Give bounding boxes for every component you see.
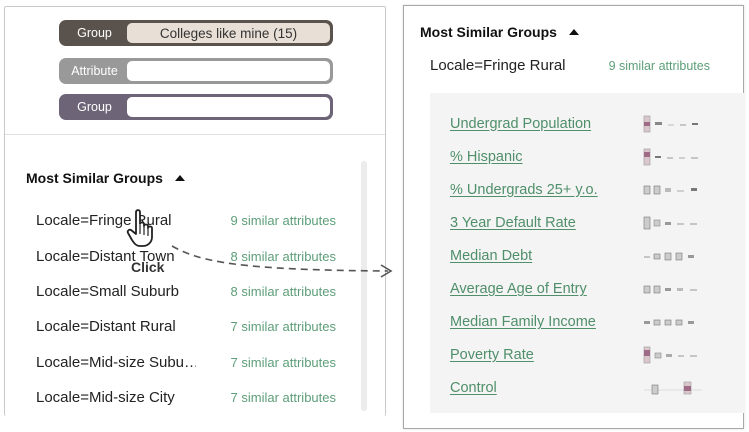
filter-panel: Group Colleges like mine (15) Attribute … [4,6,386,416]
divider [5,134,385,135]
attribute-filter-input[interactable] [127,61,330,81]
attribute-row: Undergrad Population [450,107,740,140]
similar-count: 9 similar attributes [608,59,710,73]
second-group-filter-row[interactable]: Group [59,94,333,120]
attribute-link[interactable]: Control [450,380,497,397]
list-item[interactable]: Locale=Distant Rural 7 similar attribute… [36,309,336,344]
attribute-link[interactable]: Average Age of Entry [450,281,587,298]
attribute-row: % Hispanic [450,140,740,173]
group-list: Locale=Fringe Rural 9 similar attributes… [36,203,336,415]
group-tag-2: Group [77,100,112,114]
selected-group-name: Locale=Fringe Rural [430,57,566,74]
group-detail-panel: Most Similar Groups Locale=Fringe Rural … [403,5,745,429]
mini-distribution-icon [643,148,698,165]
group-filter-value[interactable]: Colleges like mine (15) [127,23,330,43]
mini-distribution-icon [644,252,694,261]
group-name: Locale=Mid-size City [36,389,175,407]
attribute-row: Median Debt [450,239,740,272]
attribute-link[interactable]: % Hispanic [450,148,523,165]
list-item[interactable]: Locale=Small Suburb 8 similar attributes [36,274,336,309]
second-group-filter-input[interactable] [127,97,330,117]
similar-count: 9 similar attributes [230,213,336,229]
group-name: Locale=Fringe Rural [36,212,172,230]
group-name: Locale=Small Suburb [36,282,180,300]
attribute-link[interactable]: Median Family Income [450,314,596,331]
similar-count: 7 similar attributes [230,390,336,406]
selected-group-row: Locale=Fringe Rural 9 similar attributes [430,57,710,74]
list-item[interactable]: Locale=Mid-size Subu… 7 similar attribut… [36,345,336,380]
list-item[interactable]: Locale=Fringe Rural 9 similar attributes [36,203,336,238]
mini-distribution-icon [643,346,697,364]
attribute-box: Undergrad Population % Hispanic % Underg… [430,93,745,413]
attribute-link[interactable]: 3 Year Default Rate [450,214,576,231]
group-tag: Group [77,26,112,40]
list-item[interactable]: Locale=Mid-size City 7 similar attribute… [36,380,336,415]
attribute-row: Poverty Rate [450,339,740,372]
section-title: Most Similar Groups [420,24,557,40]
list-item[interactable]: Locale=Distant Town 8 similar attributes [36,238,336,273]
attribute-row: 3 Year Default Rate [450,206,740,239]
attribute-row: % Undergrads 25+ y.o. [450,173,740,206]
similar-count: 7 similar attributes [230,319,336,335]
attribute-row: Average Age of Entry [450,272,740,305]
mini-distribution-icon [643,216,697,230]
attribute-link[interactable]: Median Debt [450,247,533,264]
attribute-row: Median Family Income [450,306,740,339]
detail-header[interactable]: Most Similar Groups [420,24,579,40]
hand-cursor-icon [126,209,153,247]
mini-distribution-icon [644,381,702,395]
mini-distribution-icon [643,115,698,132]
attribute-tag: Attribute [71,64,118,78]
similar-count: 8 similar attributes [230,248,336,264]
mini-distribution-icon [643,285,697,294]
group-name: Locale=Distant Rural [36,318,176,336]
caret-up-icon[interactable] [568,29,579,35]
mini-distribution-icon [643,185,697,195]
group-name: Locale=Mid-size Subu… [36,353,196,371]
attribute-row: Control [450,372,740,405]
attribute-link[interactable]: % Undergrads 25+ y.o. [450,181,598,198]
group-name: Locale=Distant Town [36,247,175,265]
scrollbar[interactable] [361,161,367,411]
caret-up-icon[interactable] [174,175,185,181]
most-similar-groups-header[interactable]: Most Similar Groups [26,170,185,186]
attribute-filter-row[interactable]: Attribute [59,58,333,84]
section-title: Most Similar Groups [26,170,163,186]
attribute-list: Undergrad Population % Hispanic % Underg… [450,107,740,405]
similar-count: 8 similar attributes [230,283,336,299]
mini-distribution-icon [644,319,694,326]
group-filter-row[interactable]: Group Colleges like mine (15) [59,20,333,46]
attribute-link[interactable]: Poverty Rate [450,347,534,364]
attribute-link[interactable]: Undergrad Population [450,115,592,132]
similar-count: 7 similar attributes [230,354,336,370]
click-annotation: Click [131,259,165,275]
